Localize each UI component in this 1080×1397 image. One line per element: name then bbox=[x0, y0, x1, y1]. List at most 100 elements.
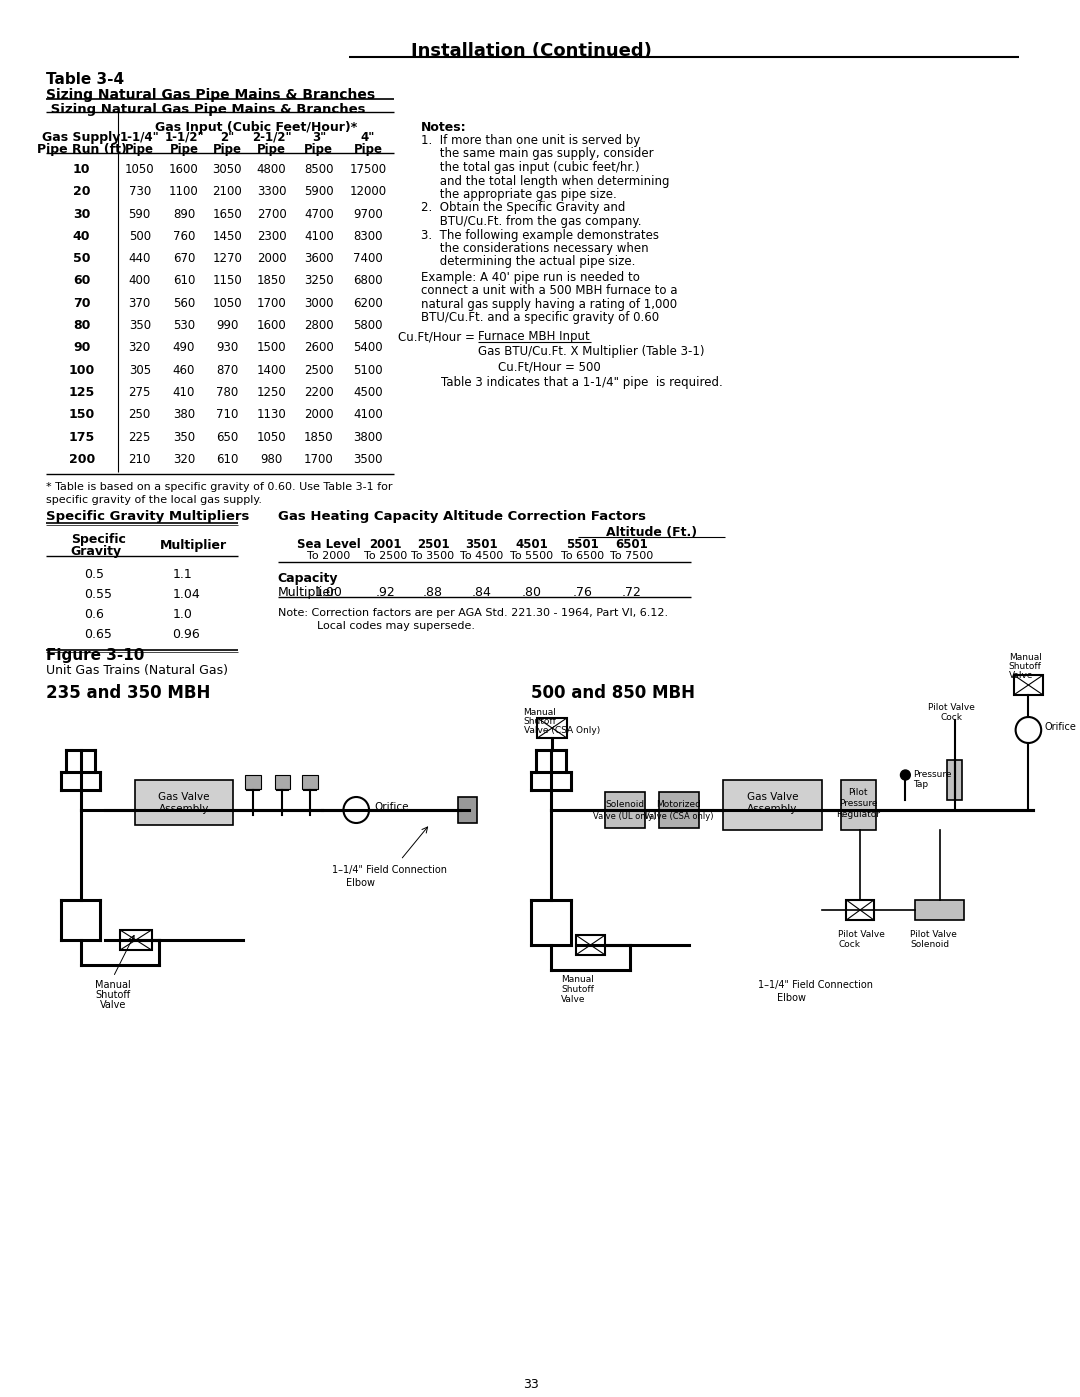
Text: 305: 305 bbox=[129, 363, 151, 377]
Text: 4500: 4500 bbox=[353, 386, 383, 400]
Text: 235 and 350 MBH: 235 and 350 MBH bbox=[46, 685, 211, 703]
Text: Assembly: Assembly bbox=[747, 805, 798, 814]
Text: Valve (CSA Only): Valve (CSA Only) bbox=[524, 726, 599, 735]
Text: Manual: Manual bbox=[561, 975, 594, 983]
Text: 610: 610 bbox=[173, 274, 195, 288]
Bar bbox=[605, 792, 645, 828]
Bar bbox=[660, 792, 699, 828]
Text: Shutoff: Shutoff bbox=[1009, 662, 1041, 671]
Bar bbox=[576, 935, 605, 956]
Text: specific gravity of the local gas supply.: specific gravity of the local gas supply… bbox=[46, 495, 262, 506]
Text: Pipe: Pipe bbox=[125, 142, 154, 156]
Text: the appropriate gas pipe size.: the appropriate gas pipe size. bbox=[421, 189, 617, 201]
Text: Gas Input (Cubic Feet/Hour)*: Gas Input (Cubic Feet/Hour)* bbox=[154, 122, 357, 134]
Text: 17500: 17500 bbox=[350, 163, 387, 176]
Text: Sizing Natural Gas Pipe Mains & Branches: Sizing Natural Gas Pipe Mains & Branches bbox=[46, 103, 366, 116]
Text: 370: 370 bbox=[129, 296, 151, 310]
Text: 150: 150 bbox=[68, 408, 95, 422]
Text: 460: 460 bbox=[173, 363, 195, 377]
Text: Elbow: Elbow bbox=[347, 877, 376, 888]
Text: Elbow: Elbow bbox=[778, 993, 807, 1003]
Text: 490: 490 bbox=[173, 341, 195, 355]
Text: 6200: 6200 bbox=[353, 296, 383, 310]
Bar bbox=[847, 900, 874, 921]
Text: 1-1/2": 1-1/2" bbox=[164, 131, 204, 144]
Text: 440: 440 bbox=[129, 253, 151, 265]
Text: Tap: Tap bbox=[914, 780, 929, 789]
Text: 1.1: 1.1 bbox=[172, 569, 192, 581]
Text: 1.04: 1.04 bbox=[172, 588, 200, 601]
Text: 0.6: 0.6 bbox=[83, 608, 104, 622]
Text: 4800: 4800 bbox=[257, 163, 286, 176]
Text: .72: .72 bbox=[622, 585, 642, 599]
Text: .80: .80 bbox=[522, 585, 541, 599]
Text: Pressure: Pressure bbox=[914, 770, 951, 780]
Text: Cock: Cock bbox=[838, 940, 861, 949]
Text: natural gas supply having a rating of 1,000: natural gas supply having a rating of 1,… bbox=[421, 298, 677, 312]
Text: Figure 3-10: Figure 3-10 bbox=[46, 648, 145, 664]
Text: Furnace MBH Input: Furnace MBH Input bbox=[478, 330, 590, 344]
Text: 60: 60 bbox=[73, 274, 91, 288]
Text: 6501: 6501 bbox=[616, 538, 648, 550]
Text: 560: 560 bbox=[173, 296, 195, 310]
Text: 1.0: 1.0 bbox=[172, 608, 192, 622]
Text: Pilot Valve: Pilot Valve bbox=[928, 703, 975, 712]
Text: 20: 20 bbox=[73, 186, 91, 198]
Text: 350: 350 bbox=[129, 319, 151, 332]
Text: Multiplier: Multiplier bbox=[278, 585, 336, 599]
Text: 3300: 3300 bbox=[257, 186, 286, 198]
Text: 1050: 1050 bbox=[257, 430, 286, 444]
Text: Installation (Continued): Installation (Continued) bbox=[411, 42, 652, 60]
Text: To 3500: To 3500 bbox=[411, 550, 455, 562]
Text: 5800: 5800 bbox=[353, 319, 382, 332]
Text: 1450: 1450 bbox=[213, 231, 242, 243]
Text: Valve: Valve bbox=[561, 995, 585, 1004]
Text: 1270: 1270 bbox=[213, 253, 242, 265]
Bar bbox=[135, 780, 233, 826]
Text: To 2500: To 2500 bbox=[364, 550, 407, 562]
Text: Unit Gas Trains (Natural Gas): Unit Gas Trains (Natural Gas) bbox=[46, 664, 228, 678]
Text: 1.00: 1.00 bbox=[314, 585, 342, 599]
Text: 2700: 2700 bbox=[257, 208, 286, 221]
Text: 10: 10 bbox=[73, 163, 91, 176]
Text: 2501: 2501 bbox=[417, 538, 449, 550]
Text: 1650: 1650 bbox=[213, 208, 242, 221]
Text: Pipe: Pipe bbox=[213, 142, 242, 156]
Text: .88: .88 bbox=[423, 585, 443, 599]
Text: Specific: Specific bbox=[71, 534, 125, 546]
Text: Table 3-4: Table 3-4 bbox=[46, 73, 124, 87]
Text: 3000: 3000 bbox=[305, 296, 334, 310]
Text: Gas Valve: Gas Valve bbox=[746, 792, 798, 802]
Text: Cu.Ft/Hour = 500: Cu.Ft/Hour = 500 bbox=[498, 360, 600, 373]
Bar bbox=[1014, 675, 1043, 694]
Text: * Table is based on a specific gravity of 0.60. Use Table 3-1 for: * Table is based on a specific gravity o… bbox=[46, 482, 393, 492]
Bar bbox=[274, 775, 291, 789]
Text: 200: 200 bbox=[68, 453, 95, 467]
Text: Valve (CSA only): Valve (CSA only) bbox=[645, 812, 714, 821]
Bar bbox=[245, 775, 260, 789]
Bar bbox=[302, 775, 318, 789]
Bar bbox=[458, 798, 477, 823]
Text: BTU/Cu.Ft. from the gas company.: BTU/Cu.Ft. from the gas company. bbox=[421, 215, 642, 228]
Text: 1–1/4" Field Connection: 1–1/4" Field Connection bbox=[332, 865, 447, 875]
Text: 400: 400 bbox=[129, 274, 151, 288]
Text: 1050: 1050 bbox=[213, 296, 242, 310]
Text: 70: 70 bbox=[73, 296, 91, 310]
Text: 30: 30 bbox=[73, 208, 91, 221]
Text: .92: .92 bbox=[376, 585, 395, 599]
Text: Sizing Natural Gas Pipe Mains & Branches: Sizing Natural Gas Pipe Mains & Branches bbox=[46, 88, 376, 102]
Text: 225: 225 bbox=[129, 430, 151, 444]
Text: 2200: 2200 bbox=[303, 386, 334, 400]
Text: 670: 670 bbox=[173, 253, 195, 265]
Text: 2001: 2001 bbox=[369, 538, 402, 550]
Text: 1600: 1600 bbox=[257, 319, 286, 332]
Text: .84: .84 bbox=[471, 585, 491, 599]
Text: Sea Level: Sea Level bbox=[297, 538, 361, 550]
Text: determining the actual pipe size.: determining the actual pipe size. bbox=[421, 256, 635, 268]
Text: 3250: 3250 bbox=[305, 274, 334, 288]
Text: 90: 90 bbox=[73, 341, 91, 355]
Text: 780: 780 bbox=[216, 386, 239, 400]
Text: 2000: 2000 bbox=[257, 253, 286, 265]
Text: 175: 175 bbox=[68, 430, 95, 444]
Text: 930: 930 bbox=[216, 341, 239, 355]
